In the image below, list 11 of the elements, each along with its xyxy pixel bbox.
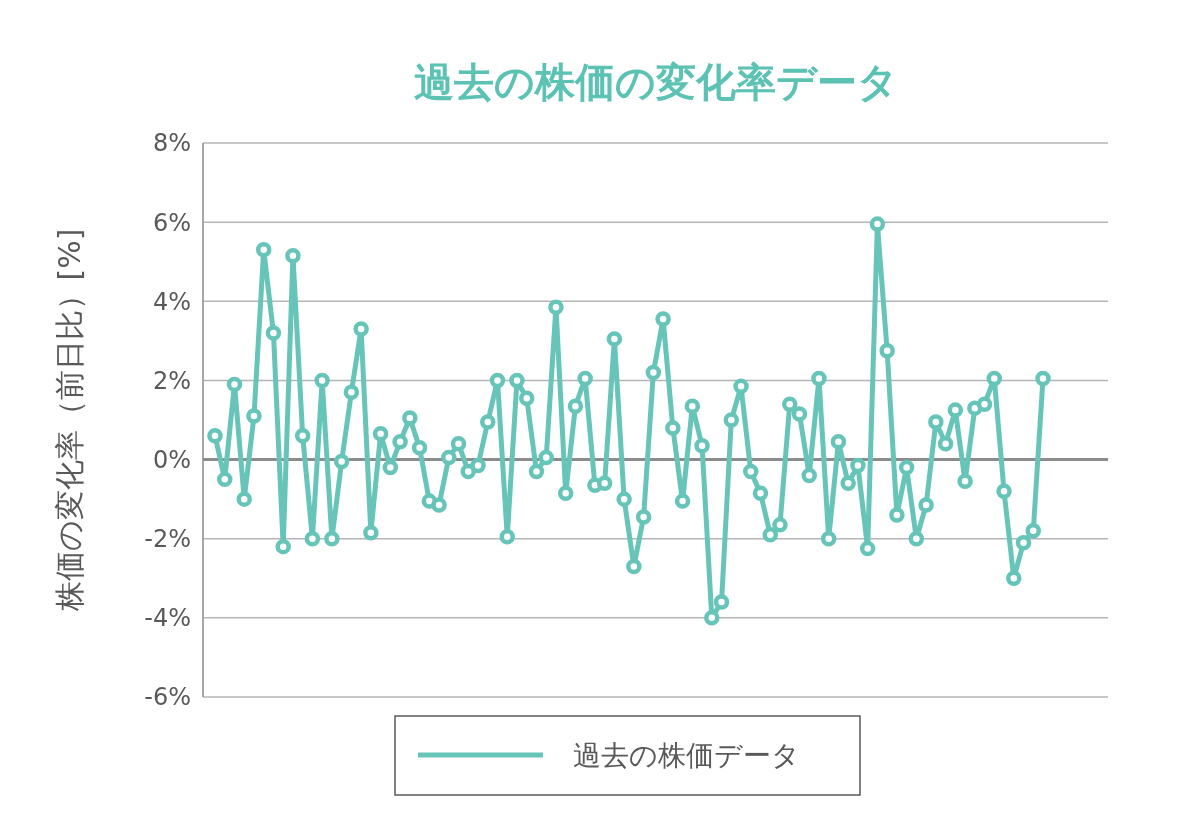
y-tick-label: 4% [152, 287, 191, 316]
chart-title: 過去の株価の変化率データ [413, 59, 898, 105]
y-tick-label: -2% [144, 525, 191, 554]
y-tick-label: 8% [152, 129, 191, 158]
y-axis-title: 株価の変化率（前日比）[%] [52, 228, 87, 613]
y-tick-label: -4% [144, 604, 191, 633]
y-tick-label: 0% [152, 445, 191, 474]
y-tick-label: -6% [144, 683, 191, 712]
y-tick-label: 2% [152, 366, 191, 395]
legend-label: 過去の株価データ [573, 738, 800, 772]
y-tick-label: 6% [152, 208, 191, 237]
